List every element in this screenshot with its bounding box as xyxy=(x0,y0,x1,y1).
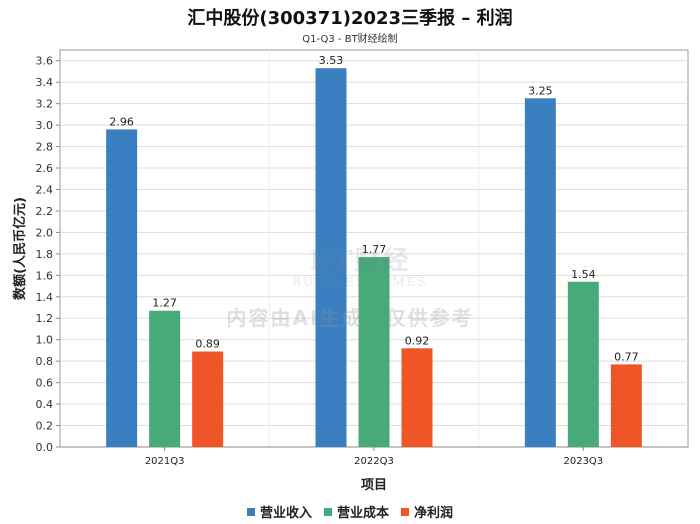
chart-title: 汇中股份(300371)2023三季报 – 利润 xyxy=(187,8,513,29)
bar xyxy=(524,98,556,447)
data-label: 0.89 xyxy=(195,338,220,351)
legend: 营业收入 营业成本 净利润 xyxy=(0,502,700,521)
y-tick-label: 0.6 xyxy=(36,377,54,390)
y-tick-label: 1.8 xyxy=(36,248,54,261)
legend-item-cost[interactable]: 营业成本 xyxy=(323,502,389,521)
legend-item-revenue[interactable]: 营业收入 xyxy=(246,502,312,521)
data-label: 3.53 xyxy=(319,54,344,67)
bar xyxy=(358,257,390,447)
legend-label-net-profit: 净利润 xyxy=(414,506,454,521)
data-label: 3.25 xyxy=(528,84,553,97)
y-tick-label: 0.4 xyxy=(36,398,54,411)
y-tick-label: 1.6 xyxy=(36,269,54,282)
y-tick-label: 3.6 xyxy=(36,55,54,68)
x-tick-label: 2023Q3 xyxy=(563,456,603,467)
bar xyxy=(149,310,181,447)
legend-swatch-net-profit xyxy=(401,507,409,516)
y-tick-label: 2.0 xyxy=(36,226,54,239)
data-label: 0.92 xyxy=(405,334,430,347)
y-tick-label: 1.2 xyxy=(36,312,54,325)
legend-item-net-profit[interactable]: 净利润 xyxy=(401,502,453,521)
bar xyxy=(567,281,599,447)
y-tick-label: 3.4 xyxy=(36,76,54,89)
bar xyxy=(401,348,433,447)
data-label: 1.54 xyxy=(571,268,596,281)
watermark-brand-en: BUSINESSTIMES xyxy=(292,275,428,289)
x-axis-title: 项目 xyxy=(361,478,387,493)
legend-swatch-revenue xyxy=(246,507,255,516)
watermark-brand: BT财经 xyxy=(309,246,411,276)
chart-subtitle: Q1-Q3 - BT财经绘制 xyxy=(302,34,398,45)
y-tick-label: 2.8 xyxy=(36,141,54,154)
legend-swatch-cost xyxy=(323,507,332,516)
y-tick-label: 1.4 xyxy=(36,291,54,304)
legend-label-revenue: 营业收入 xyxy=(259,506,312,521)
y-tick-label: 0.0 xyxy=(36,441,54,454)
data-label: 1.27 xyxy=(152,297,177,310)
y-axis-title: 数额(人民币亿元) xyxy=(12,197,28,300)
x-tick-label: 2022Q3 xyxy=(354,456,394,467)
bar xyxy=(106,129,138,447)
y-tick-label: 0.8 xyxy=(36,355,54,368)
bar xyxy=(610,364,642,447)
y-tick-label: 2.2 xyxy=(36,205,54,218)
y-tick-label: 2.4 xyxy=(36,183,54,196)
watermark-note: 内容由AI生成，仅供参考 xyxy=(226,306,474,330)
data-label: 0.77 xyxy=(614,350,639,363)
watermark-logo: BT财经 BUSINESSTIMES xyxy=(230,240,490,289)
y-tick-label: 3.0 xyxy=(36,119,54,132)
x-tick-label: 2021Q3 xyxy=(145,456,185,467)
y-tick-label: 2.6 xyxy=(36,162,54,175)
data-label: 1.77 xyxy=(362,243,387,256)
bar xyxy=(315,68,347,447)
y-tick-label: 0.2 xyxy=(36,420,54,433)
y-tick-label: 1.0 xyxy=(36,334,54,347)
bar xyxy=(192,351,224,447)
data-label: 2.96 xyxy=(109,115,134,128)
legend-label-cost: 营业成本 xyxy=(336,506,389,521)
y-tick-label: 3.2 xyxy=(36,98,54,111)
